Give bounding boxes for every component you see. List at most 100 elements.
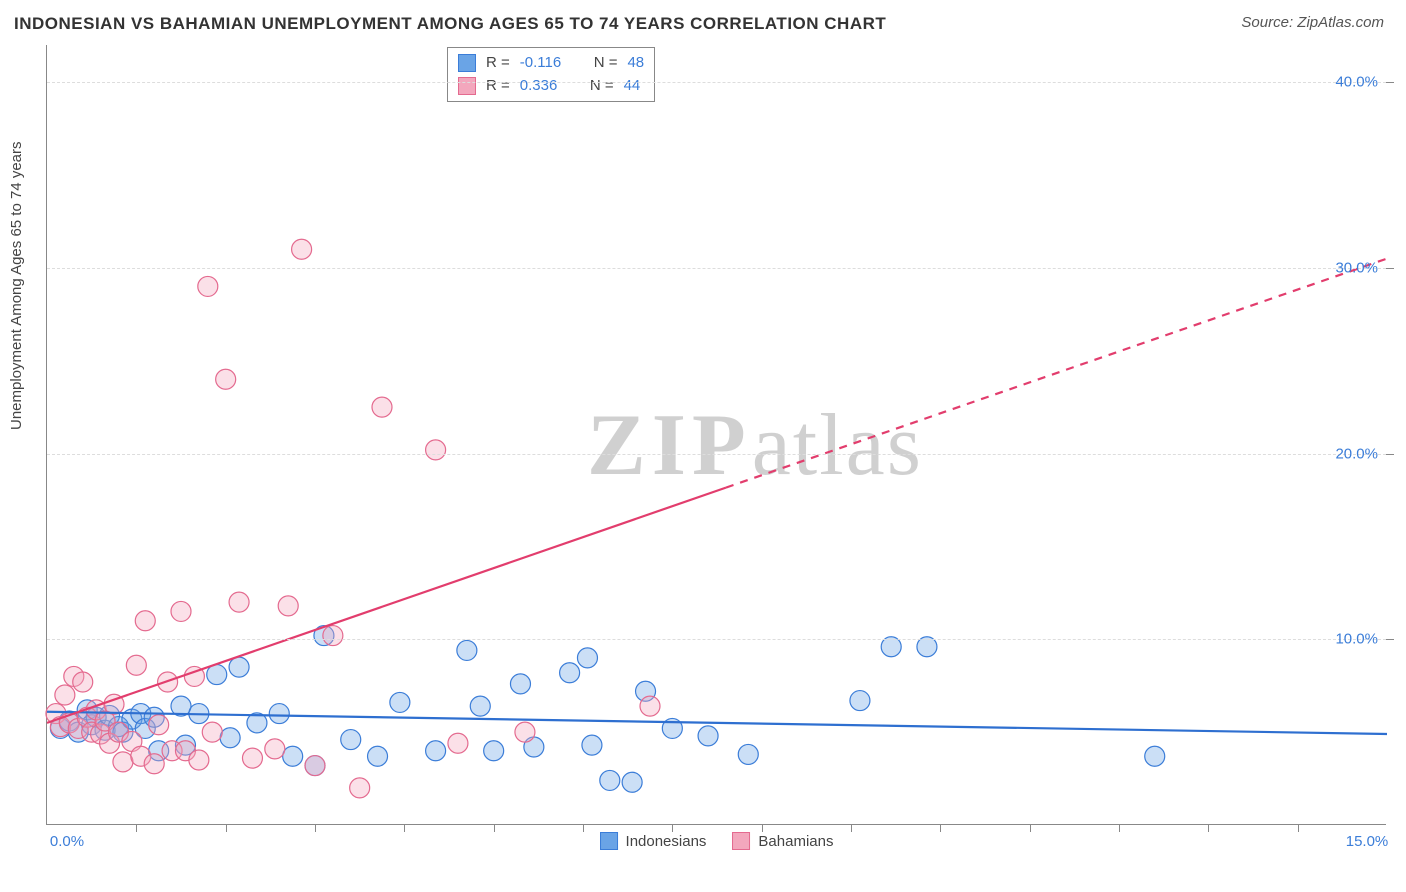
y-tick-label: 30.0% bbox=[1335, 259, 1378, 276]
gridline-h bbox=[47, 268, 1386, 269]
data-point bbox=[1145, 746, 1165, 766]
data-point bbox=[368, 746, 388, 766]
source-credit: Source: ZipAtlas.com bbox=[1241, 14, 1384, 31]
series-swatch-icon bbox=[458, 77, 476, 95]
data-point bbox=[350, 778, 370, 798]
x-tick-mark bbox=[851, 824, 852, 832]
x-tick-mark bbox=[404, 824, 405, 832]
x-tick-mark bbox=[1119, 824, 1120, 832]
corr-n-label: N = bbox=[594, 52, 618, 75]
data-point bbox=[149, 715, 169, 735]
y-tick-mark bbox=[1386, 454, 1394, 455]
data-point bbox=[560, 663, 580, 683]
data-point bbox=[292, 239, 312, 259]
corr-n-label: N = bbox=[590, 75, 614, 98]
data-point bbox=[55, 685, 75, 705]
x-tick-mark bbox=[494, 824, 495, 832]
y-tick-mark bbox=[1386, 639, 1394, 640]
chart-svg bbox=[47, 45, 1386, 824]
legend-item: Bahamians bbox=[732, 832, 833, 850]
plot-area: ZIPatlas R = -0.116 N = 48R = 0.336 N = … bbox=[46, 45, 1386, 825]
data-point bbox=[198, 276, 218, 296]
data-point bbox=[600, 770, 620, 790]
data-point bbox=[622, 772, 642, 792]
data-point bbox=[171, 601, 191, 621]
series-swatch-icon bbox=[600, 832, 618, 850]
x-tick-mark bbox=[940, 824, 941, 832]
data-point bbox=[189, 750, 209, 770]
correlation-box: R = -0.116 N = 48R = 0.336 N = 44 bbox=[447, 47, 655, 102]
data-point bbox=[850, 691, 870, 711]
data-point bbox=[126, 655, 146, 675]
data-point bbox=[577, 648, 597, 668]
data-point bbox=[73, 672, 93, 692]
legend-item: Indonesians bbox=[600, 832, 707, 850]
y-axis-label: Unemployment Among Ages 65 to 74 years bbox=[8, 141, 25, 430]
gridline-h bbox=[47, 639, 1386, 640]
corr-r-value: -0.116 bbox=[520, 52, 561, 75]
gridline-h bbox=[47, 454, 1386, 455]
x-tick-mark bbox=[583, 824, 584, 832]
x-tick-label: 0.0% bbox=[50, 833, 84, 850]
data-point bbox=[582, 735, 602, 755]
x-tick-mark bbox=[1208, 824, 1209, 832]
y-tick-mark bbox=[1386, 268, 1394, 269]
corr-r-value: 0.336 bbox=[520, 75, 558, 98]
data-point bbox=[372, 397, 392, 417]
data-point bbox=[448, 733, 468, 753]
data-point bbox=[323, 626, 343, 646]
x-tick-mark bbox=[762, 824, 763, 832]
data-point bbox=[390, 692, 410, 712]
corr-n-value: 44 bbox=[624, 75, 641, 98]
data-point bbox=[220, 728, 240, 748]
source-value: ZipAtlas.com bbox=[1297, 14, 1384, 31]
x-tick-label: 15.0% bbox=[1346, 833, 1389, 850]
regression-line bbox=[47, 488, 726, 723]
data-point bbox=[640, 696, 660, 716]
data-point bbox=[202, 722, 222, 742]
legend-label: Indonesians bbox=[626, 833, 707, 850]
data-point bbox=[229, 592, 249, 612]
data-point bbox=[135, 611, 155, 631]
data-point bbox=[269, 704, 289, 724]
data-point bbox=[242, 748, 262, 768]
x-tick-mark bbox=[1298, 824, 1299, 832]
data-point bbox=[144, 754, 164, 774]
data-point bbox=[305, 756, 325, 776]
data-point bbox=[426, 440, 446, 460]
data-point bbox=[484, 741, 504, 761]
data-point bbox=[216, 369, 236, 389]
legend-bottom: Indonesians Bahamians bbox=[600, 832, 834, 850]
x-tick-mark bbox=[1030, 824, 1031, 832]
data-point bbox=[278, 596, 298, 616]
data-point bbox=[426, 741, 446, 761]
data-point bbox=[265, 739, 285, 759]
data-point bbox=[457, 640, 477, 660]
data-point bbox=[515, 722, 535, 742]
y-tick-label: 10.0% bbox=[1335, 631, 1378, 648]
data-point bbox=[510, 674, 530, 694]
data-point bbox=[113, 752, 133, 772]
x-tick-mark bbox=[136, 824, 137, 832]
corr-row: R = -0.116 N = 48 bbox=[458, 52, 644, 75]
series-swatch-icon bbox=[732, 832, 750, 850]
chart-title: INDONESIAN VS BAHAMIAN UNEMPLOYMENT AMON… bbox=[14, 14, 886, 34]
y-tick-label: 20.0% bbox=[1335, 445, 1378, 462]
data-point bbox=[698, 726, 718, 746]
data-point bbox=[283, 746, 303, 766]
corr-r-label: R = bbox=[486, 75, 510, 98]
y-tick-mark bbox=[1386, 82, 1394, 83]
corr-row: R = 0.336 N = 44 bbox=[458, 75, 644, 98]
corr-r-label: R = bbox=[486, 52, 510, 75]
x-tick-mark bbox=[315, 824, 316, 832]
x-tick-mark bbox=[226, 824, 227, 832]
data-point bbox=[341, 730, 361, 750]
gridline-h bbox=[47, 82, 1386, 83]
series-swatch-icon bbox=[458, 54, 476, 72]
data-point bbox=[229, 657, 249, 677]
x-tick-mark bbox=[672, 824, 673, 832]
data-point bbox=[470, 696, 490, 716]
y-tick-label: 40.0% bbox=[1335, 74, 1378, 91]
source-label: Source: bbox=[1241, 14, 1297, 31]
legend-label: Bahamians bbox=[758, 833, 833, 850]
